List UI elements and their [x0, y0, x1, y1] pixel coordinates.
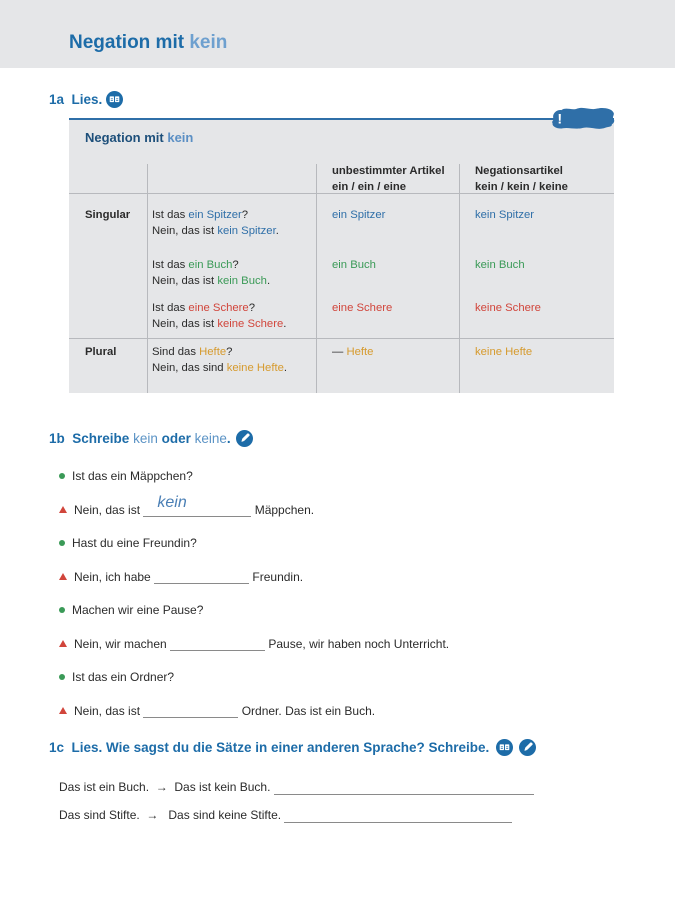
svg-text:!: !	[557, 111, 562, 127]
